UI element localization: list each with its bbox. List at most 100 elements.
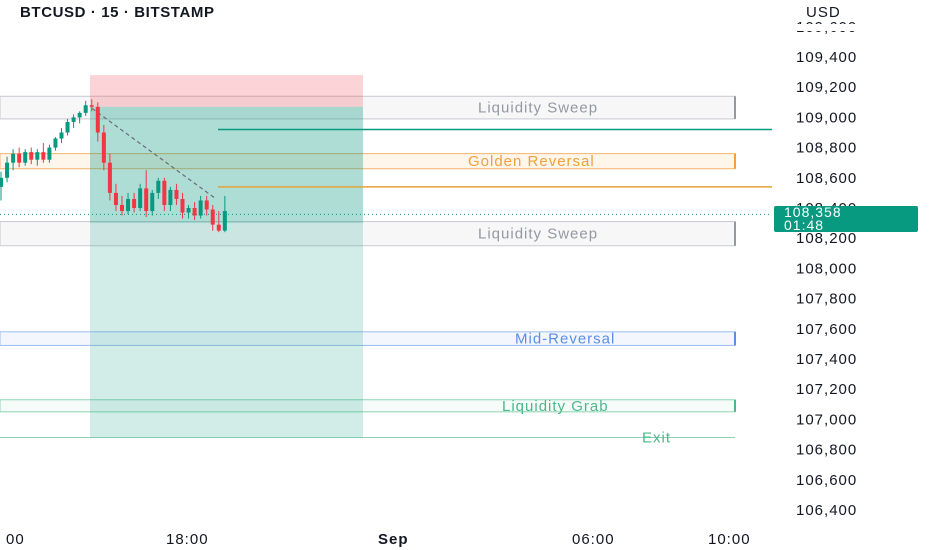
candle [101,124,106,171]
bar-countdown: 01:48 [784,217,825,233]
candle [210,204,215,231]
candle [204,195,209,216]
candle-body [210,209,215,225]
candle-body [95,106,100,133]
time-axis[interactable]: 00 18:00 Sep 06:00 10:00 [6,523,932,550]
candle [77,111,82,124]
price-tick-label: 106,600 [796,472,857,489]
candle-body [198,200,203,216]
candle [5,156,10,183]
candle-body [192,208,197,216]
zone-label-3: Mid-Reversal [515,331,615,348]
price-tick-label: 106,800 [796,442,857,459]
candle-body [35,152,40,160]
candle [95,102,100,142]
candle-body [132,198,137,208]
price-tick-label: 109,200 [796,79,857,96]
price-tick-label: 109,400 [796,49,857,66]
candle [162,177,167,212]
candle-body [107,162,112,193]
candle [120,195,124,216]
symbol-title: BTCUSD · 15 · BITSTAMP [20,4,215,21]
candle-body [5,162,10,178]
candle [186,204,191,219]
stop-loss-zone[interactable] [90,75,363,107]
candle [132,192,137,213]
time-tick-label: 18:00 [166,531,209,548]
candle-body [41,152,46,160]
price-tick-label: 109,000 [796,109,857,126]
time-tick-label: 06:00 [572,531,615,548]
candle [144,170,149,218]
price-tick-label: 107,200 [796,381,857,398]
candle-body [89,105,94,107]
candle-body [59,132,64,139]
candle [41,143,46,163]
candle-body [216,224,221,231]
take-profit-zone[interactable] [90,223,363,438]
candle-body [204,200,209,210]
candle-body [150,192,155,212]
candle-body [47,147,52,160]
price-tick-label: 108,800 [796,140,857,157]
candle [168,186,173,212]
candle-body [65,121,70,133]
price-tick-label: 107,600 [796,321,857,338]
candle-body [180,198,185,213]
candle-body [71,117,76,122]
candle-body [120,204,124,212]
time-tick-label: 00 [6,531,25,548]
zone-2[interactable] [0,221,736,247]
candle-body [29,152,34,160]
time-tick-label: 10:00 [708,531,751,548]
candle-body [0,177,3,187]
time-tick-label: Sep [378,531,409,548]
candle [198,195,203,219]
candle-body [138,188,143,208]
candle-body [53,138,58,148]
candle-body [156,180,161,193]
candle-body [11,153,16,163]
candle [53,137,58,151]
candle-body [126,198,131,212]
candle [47,144,52,163]
candle-body [17,153,22,163]
candlestick-series [0,99,227,233]
candle-body [83,105,88,113]
zones-background [0,95,736,439]
price-tick-label: 108,600 [796,170,857,187]
candle [23,149,28,166]
price-axis[interactable]: 109,400109,200109,000108,800108,600108,4… [780,19,932,519]
candle [29,147,34,165]
candle [89,99,94,112]
zone-label-2: Liquidity Sweep [478,226,598,243]
candle-body [222,211,227,231]
zone-label-0: Liquidity Sweep [478,100,598,117]
price-tick-label: 108,200 [796,230,857,247]
candle [17,147,22,168]
candle [216,211,221,233]
candle [222,195,227,233]
candle-body [77,112,82,118]
price-tick-label: 107,400 [796,351,857,368]
candle [65,118,70,136]
candle-body [168,189,173,205]
candle-body [23,152,28,163]
candle [83,100,88,116]
candle-body [186,208,191,213]
currency-label[interactable]: USD [806,4,841,21]
candle [180,192,185,219]
price-tick-label: 107,800 [796,291,857,308]
take-profit-zone-filled[interactable] [90,106,363,224]
zone-label-1: Golden Reversal [468,153,595,170]
price-tick-label: 107,000 [796,411,857,428]
price-tick-label: 106,400 [796,502,857,519]
axis-clip [780,24,932,31]
candle [107,153,112,201]
horizontal-lines[interactable] [0,107,772,215]
candle [59,127,64,144]
last-price-value: 108,358 [784,204,842,220]
zone-label-5: Exit [642,430,671,447]
last-price-tag: 108,358 01:48 [774,204,918,233]
